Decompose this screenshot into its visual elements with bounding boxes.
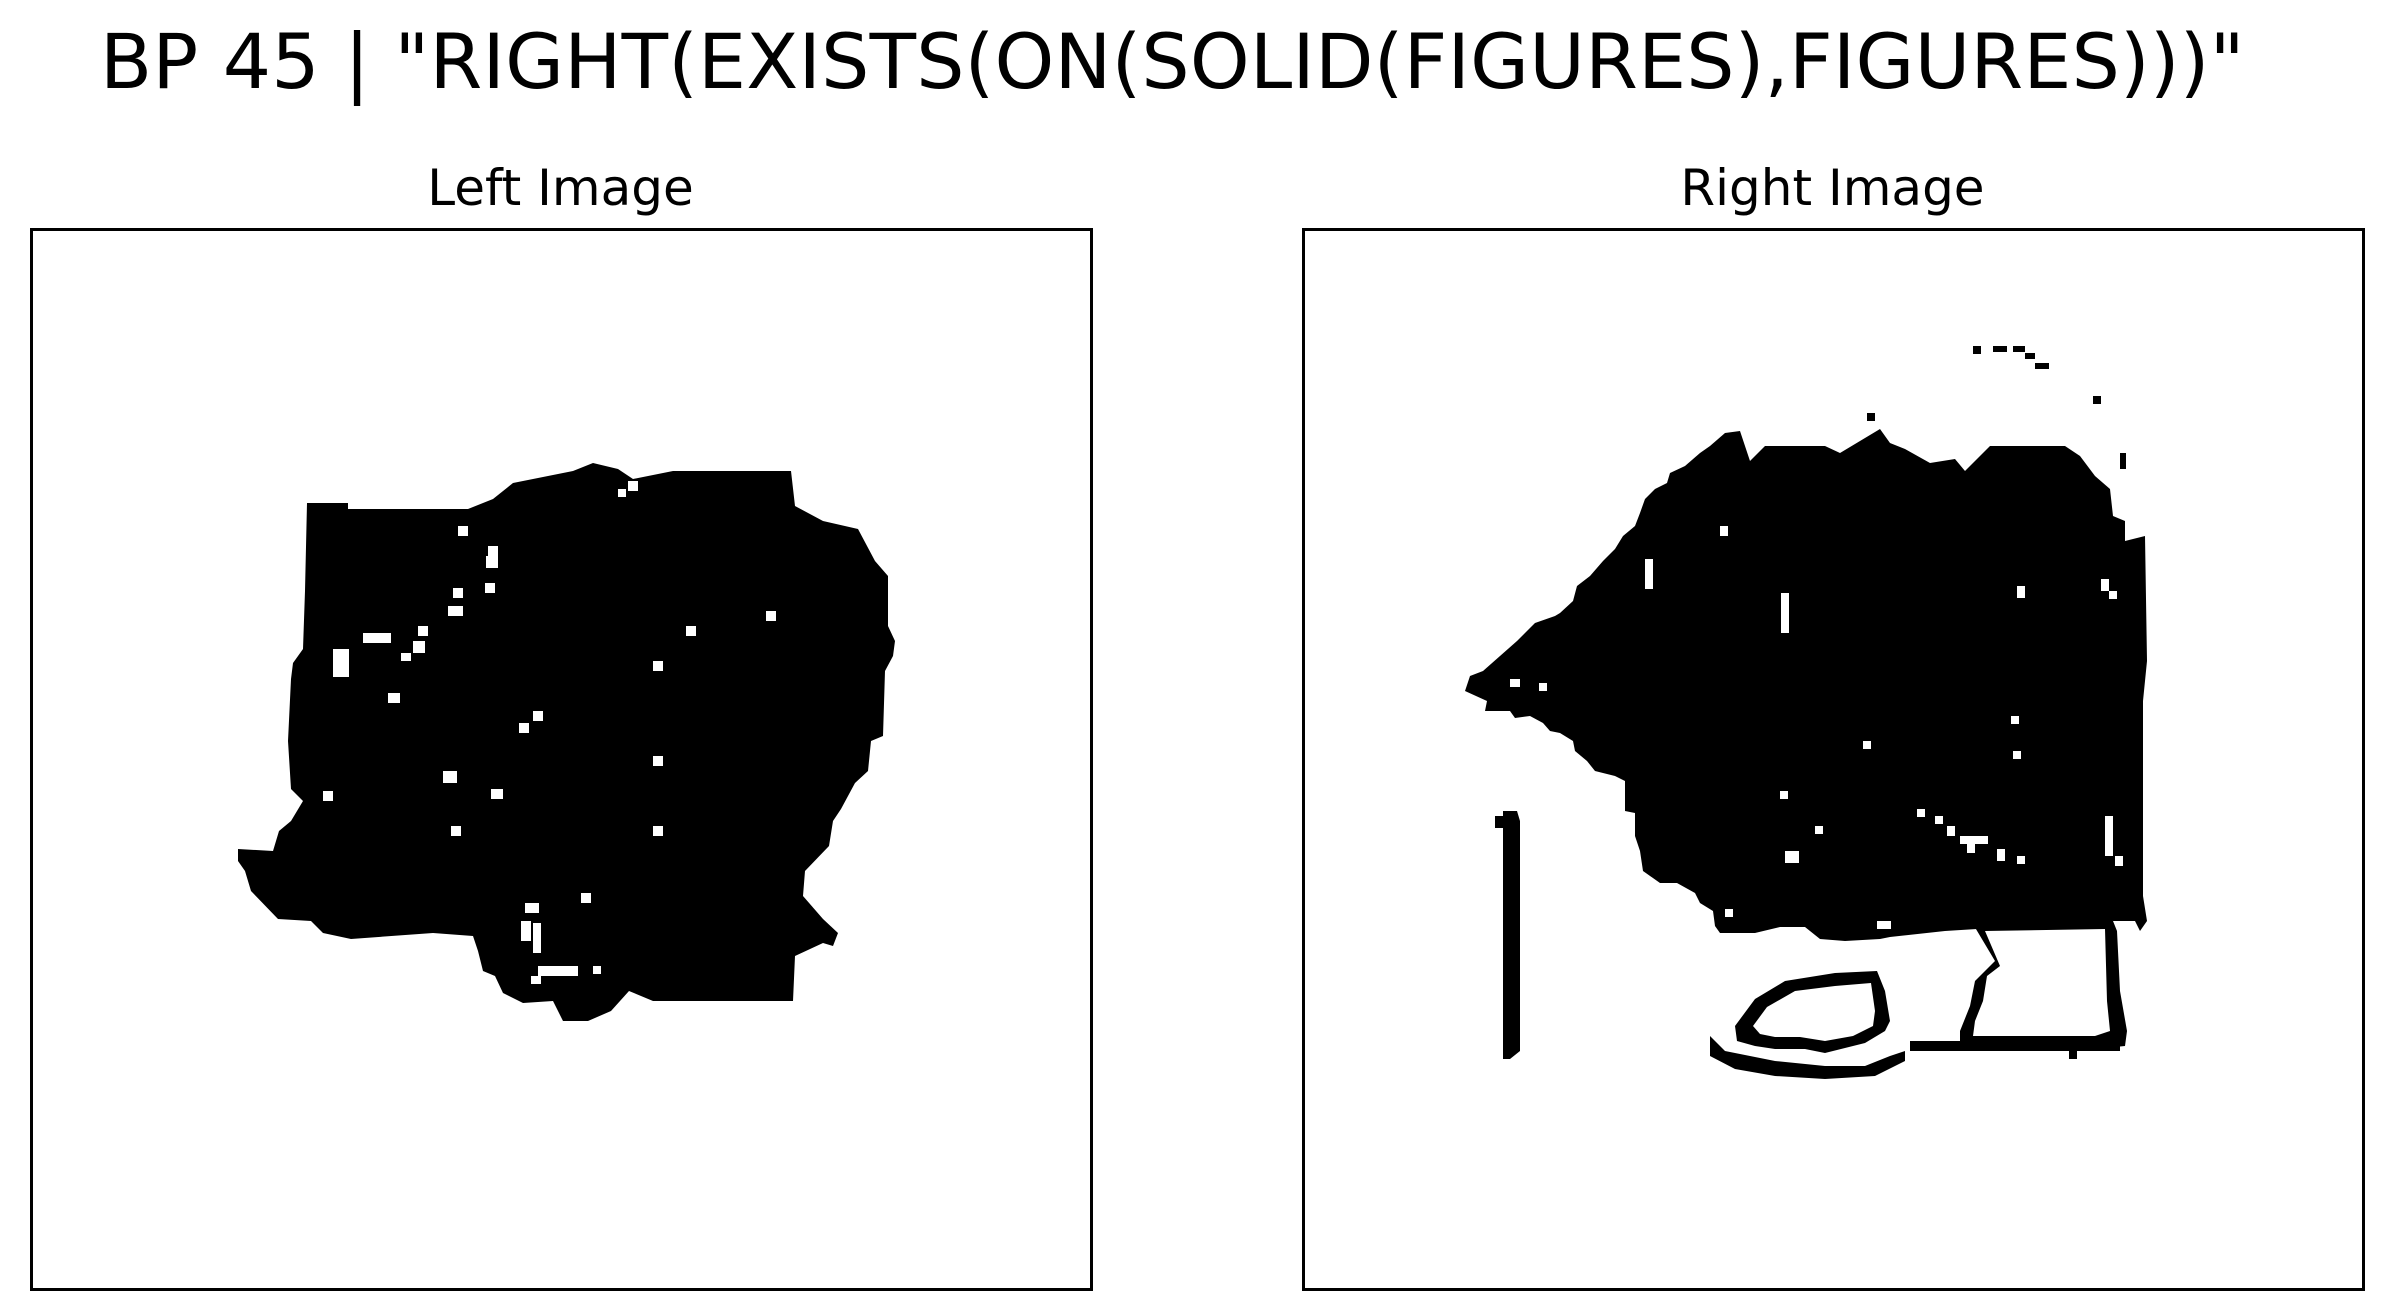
right-image-figure	[1465, 346, 2147, 1079]
left-image-panel	[30, 228, 1093, 1291]
left-solid-blob	[238, 463, 895, 1021]
right-vertical-leg	[1503, 811, 1520, 1059]
right-image-title: Right Image	[1680, 159, 1985, 217]
page-title: BP 45 | "RIGHT(EXISTS(ON(SOLID(FIGURES),…	[100, 17, 2245, 106]
right-solid-blob	[1465, 429, 2147, 941]
right-top-specks	[1867, 346, 2126, 469]
right-outline-figures	[1710, 917, 2127, 1079]
right-image-panel	[1302, 228, 2365, 1291]
right-blob-holes	[1510, 526, 2123, 929]
left-blob-holes	[323, 481, 776, 984]
left-image-title: Left Image	[427, 159, 694, 217]
right-flap-gaps	[1503, 726, 1569, 767]
left-image-figure	[238, 463, 895, 1021]
